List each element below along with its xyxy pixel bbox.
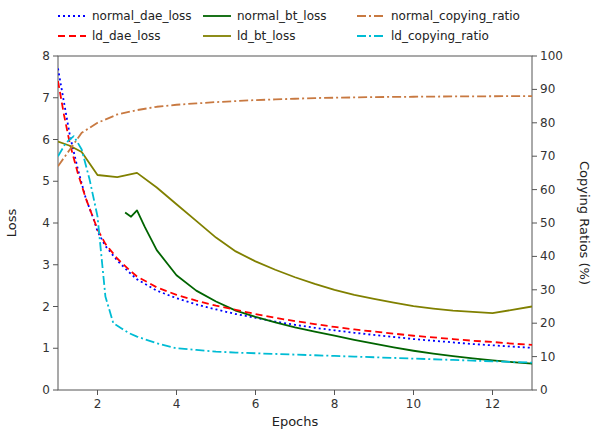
x-tick: [97, 390, 98, 395]
y-tick: [53, 223, 58, 224]
legend-label: ld_bt_loss: [237, 29, 295, 43]
y2-tick-label: 60: [540, 183, 555, 197]
y2-tick: [532, 390, 537, 391]
legend-swatch: [58, 15, 86, 17]
series-line: [58, 69, 532, 348]
x-tick-label: 10: [406, 397, 421, 411]
y-tick-label: 1: [42, 341, 50, 355]
y2-tick-label: 90: [540, 82, 555, 96]
series-line: [58, 81, 532, 345]
x-tick-label: 8: [331, 397, 339, 411]
series-line: [125, 210, 532, 363]
y-tick: [53, 97, 58, 98]
x-tick-label: 6: [252, 397, 260, 411]
x-tick: [255, 390, 256, 395]
y2-tick: [532, 189, 537, 190]
plot-lines: [58, 69, 532, 364]
y-tick: [53, 264, 58, 265]
x-tick-label: 4: [173, 397, 181, 411]
legend-swatch: [357, 15, 385, 17]
x-tick: [492, 390, 493, 395]
x-axis-label: Epochs: [272, 414, 319, 429]
legend-entry: normal_dae_loss: [58, 9, 192, 23]
y2-tick-label: 0: [540, 383, 548, 397]
y2-tick-label: 80: [540, 116, 555, 130]
legend-swatch: [203, 35, 231, 37]
legend-label: normal_bt_loss: [237, 9, 327, 23]
x-tick-label: 2: [94, 397, 102, 411]
legend-swatch: [58, 35, 86, 37]
y2-tick: [532, 323, 537, 324]
y2-tick: [532, 223, 537, 224]
y2-tick-label: 50: [540, 216, 555, 230]
legend-swatch: [357, 35, 385, 37]
y2-tick: [532, 289, 537, 290]
y-tick: [53, 181, 58, 182]
legend-entry: normal_copying_ratio: [357, 9, 520, 23]
y2-tick-label: 20: [540, 316, 555, 330]
y2-tick-label: 100: [540, 49, 563, 63]
y-tick-label: 0: [42, 383, 50, 397]
y2-tick-label: 30: [540, 283, 555, 297]
y2-axis-label: Copying Ratios (%): [577, 161, 592, 285]
series-line: [58, 136, 532, 362]
y-tick-label: 5: [42, 174, 50, 188]
y2-tick: [532, 89, 537, 90]
y-tick-label: 2: [42, 300, 50, 314]
chart: 246810120123456780102030405060708090100E…: [0, 0, 594, 436]
x-tick: [413, 390, 414, 395]
y2-tick: [532, 256, 537, 257]
y-axis-label: Loss: [4, 209, 19, 238]
series-line: [58, 96, 532, 166]
y-tick-label: 3: [42, 258, 50, 272]
y-tick: [53, 306, 58, 307]
y2-tick-label: 40: [540, 249, 555, 263]
y2-tick: [532, 356, 537, 357]
legend-label: normal_copying_ratio: [391, 9, 520, 23]
x-tick-label: 12: [485, 397, 500, 411]
y2-tick-label: 70: [540, 149, 555, 163]
y-tick: [53, 348, 58, 349]
legend-label: normal_dae_loss: [92, 9, 192, 23]
legend-swatch: [203, 15, 231, 17]
y2-tick: [532, 56, 537, 57]
y2-tick: [532, 156, 537, 157]
legend-entry: ld_copying_ratio: [357, 29, 489, 43]
y-tick-label: 8: [42, 49, 50, 63]
series-line: [58, 142, 532, 314]
legend-entry: normal_bt_loss: [203, 9, 327, 23]
y-tick: [53, 56, 58, 57]
x-tick: [176, 390, 177, 395]
y-tick-label: 7: [42, 91, 50, 105]
plot-frame: [58, 56, 532, 390]
y2-tick: [532, 122, 537, 123]
y-tick-label: 4: [42, 216, 50, 230]
legend-entry: ld_dae_loss: [58, 29, 160, 43]
y-tick: [53, 390, 58, 391]
x-tick: [334, 390, 335, 395]
legend-label: ld_copying_ratio: [391, 29, 489, 43]
y-tick-label: 6: [42, 133, 50, 147]
legend-label: ld_dae_loss: [92, 29, 160, 43]
legend-entry: ld_bt_loss: [203, 29, 295, 43]
y-tick: [53, 139, 58, 140]
y2-tick-label: 10: [540, 350, 555, 364]
